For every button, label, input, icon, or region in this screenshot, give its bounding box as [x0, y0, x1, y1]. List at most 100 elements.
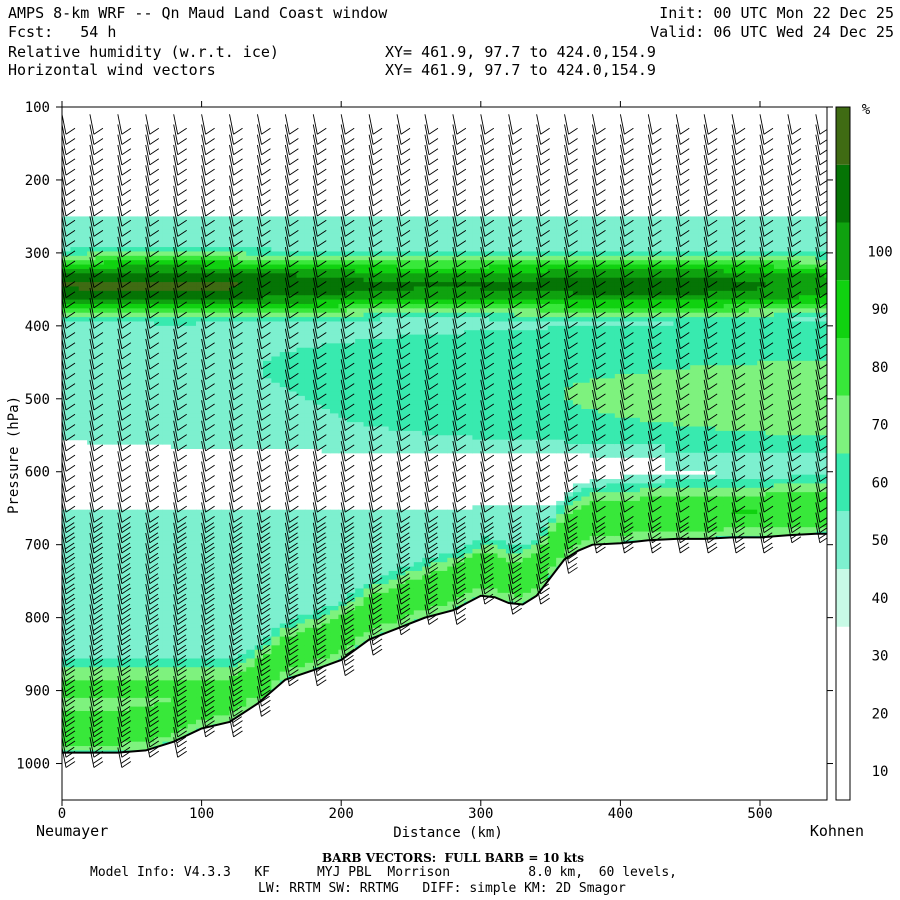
wind-barb — [675, 216, 690, 237]
wind-barb — [703, 410, 718, 431]
wind-barb — [508, 216, 522, 237]
wind-barb — [229, 461, 243, 482]
y-tick-label: 100 — [25, 100, 50, 116]
wind-barb — [312, 216, 327, 237]
wind-barb — [117, 624, 132, 646]
wind-barb — [256, 614, 271, 636]
wind-barb — [647, 257, 662, 278]
wind-barb — [703, 369, 718, 390]
wind-barb — [256, 318, 271, 339]
wind-barb — [480, 573, 495, 595]
wind-barb — [675, 400, 690, 421]
wind-barb — [675, 451, 690, 472]
wind-barb — [117, 338, 132, 360]
wind-barb — [619, 461, 634, 482]
wind-barb — [229, 287, 243, 309]
wind-barb — [312, 645, 327, 666]
wind-barb — [396, 206, 411, 227]
wind-barb — [145, 573, 160, 595]
wind-barb — [312, 461, 327, 482]
wind-barb — [229, 226, 243, 248]
wind-barb — [815, 185, 827, 207]
wind-barb — [647, 124, 662, 145]
wind-barb — [256, 400, 271, 421]
wind-barb — [117, 451, 132, 472]
wind-barb — [675, 359, 690, 380]
wind-barb — [759, 522, 774, 544]
wind-barb — [229, 594, 243, 615]
wind-barb — [340, 481, 355, 503]
wind-barb — [201, 594, 215, 615]
wind-barb — [173, 369, 187, 390]
wind-barb — [368, 144, 383, 166]
wind-barb — [619, 522, 634, 544]
wind-barb — [424, 236, 439, 258]
wind-barb — [564, 349, 578, 370]
wind-barb — [396, 400, 411, 421]
wind-barb — [675, 267, 690, 288]
wind-barb — [117, 379, 132, 401]
wind-barb — [62, 430, 76, 452]
wind-barb — [452, 379, 467, 401]
wind-barb — [201, 134, 215, 156]
wind-barb — [815, 328, 827, 350]
wind-barb — [787, 522, 802, 544]
wind-barb — [312, 624, 327, 646]
wind-barb — [145, 114, 160, 135]
wind-barb — [284, 389, 299, 411]
wind-barb — [89, 737, 104, 758]
wind-barb — [759, 246, 774, 268]
wind-barb — [564, 451, 578, 472]
wind-barb — [340, 420, 355, 442]
wind-barb — [424, 400, 439, 421]
wind-barb — [340, 461, 355, 482]
wind-barb — [592, 451, 606, 472]
wind-barb — [619, 155, 634, 176]
wind-barb — [145, 614, 160, 636]
wind-barb — [424, 338, 439, 360]
plot-frame — [61, 106, 828, 801]
wind-barb — [89, 604, 104, 625]
wind-barb — [564, 543, 578, 564]
wind-barb — [145, 236, 160, 258]
wind-barb — [256, 553, 271, 574]
wind-barb — [731, 522, 746, 544]
wind-barb — [647, 451, 662, 472]
wind-barb — [619, 165, 634, 186]
wind-barb — [145, 624, 160, 646]
wind-barb — [592, 124, 606, 145]
wind-barb — [229, 155, 243, 176]
wind-barb — [256, 430, 271, 452]
wind-barb — [62, 583, 76, 605]
wind-barb — [117, 430, 132, 452]
wind-barb — [173, 175, 187, 196]
wind-barb — [62, 349, 76, 370]
wind-barb — [145, 645, 160, 666]
wind-barb — [62, 328, 76, 350]
wind-barb — [592, 226, 606, 248]
wind-barb — [619, 277, 634, 299]
wind-barb — [619, 257, 634, 278]
wind-barb — [201, 481, 215, 503]
wind-barb — [368, 338, 383, 360]
wind-barb — [89, 645, 104, 666]
wind-barb — [173, 308, 187, 329]
wind-barb — [62, 481, 76, 503]
wind-barb — [815, 155, 827, 176]
wind-barb — [536, 471, 550, 493]
wind-barb — [117, 175, 132, 196]
wind-barb — [452, 369, 467, 390]
wind-barb — [145, 318, 160, 339]
wind-barb — [145, 349, 160, 370]
wind-barb — [201, 298, 215, 319]
wind-barb — [508, 471, 522, 493]
wind-barb — [619, 287, 634, 309]
wind-barb — [368, 389, 383, 411]
wind-barb — [675, 389, 690, 411]
wind-barb — [508, 144, 522, 166]
wind-barb — [424, 359, 439, 380]
wind-barb — [145, 665, 160, 687]
wind-barb — [536, 563, 550, 585]
wind-barb — [117, 573, 132, 595]
wind-barb — [731, 481, 746, 503]
